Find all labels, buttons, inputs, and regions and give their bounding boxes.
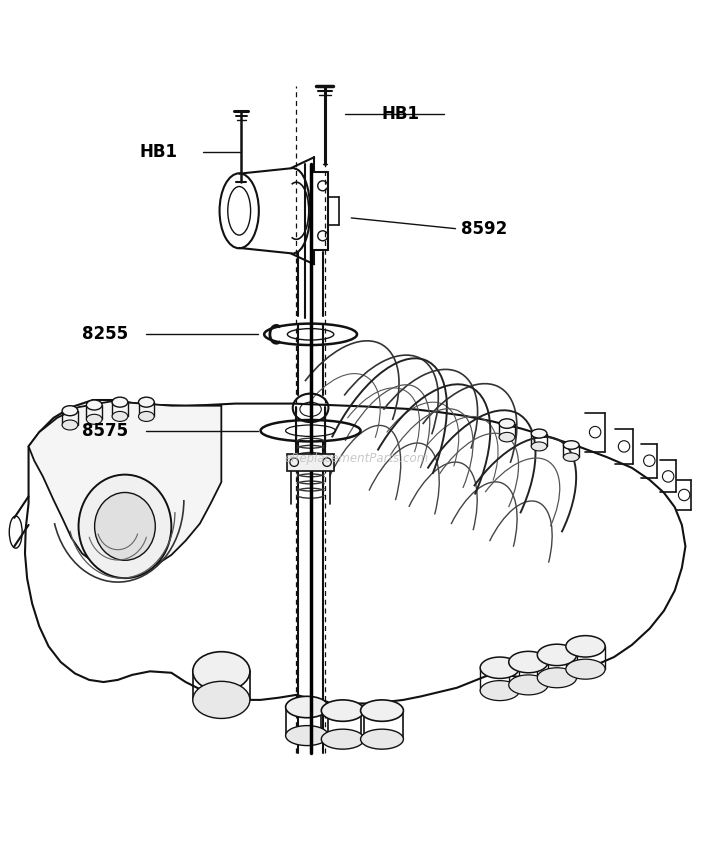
Text: 8255: 8255 [82,326,129,343]
Ellipse shape [193,682,250,718]
Ellipse shape [538,644,577,666]
Ellipse shape [538,668,577,688]
Ellipse shape [79,474,171,578]
Text: 8592: 8592 [461,219,507,238]
Ellipse shape [193,652,250,691]
Ellipse shape [112,411,128,422]
Ellipse shape [531,429,547,438]
Ellipse shape [139,397,154,407]
Ellipse shape [480,681,519,700]
Ellipse shape [508,675,548,695]
Ellipse shape [531,442,547,450]
Ellipse shape [499,419,515,428]
Ellipse shape [499,433,515,442]
Polygon shape [287,454,334,472]
Ellipse shape [62,420,78,430]
Ellipse shape [480,657,519,678]
Ellipse shape [112,397,128,407]
Ellipse shape [139,411,154,422]
Ellipse shape [94,492,155,560]
Ellipse shape [86,400,102,410]
Text: eReplacementParts.com: eReplacementParts.com [285,452,429,465]
Ellipse shape [361,700,403,722]
Ellipse shape [321,700,364,722]
Text: HB1: HB1 [382,105,420,123]
Ellipse shape [86,414,102,424]
Ellipse shape [361,729,403,749]
Ellipse shape [286,696,328,717]
Polygon shape [29,401,221,574]
Ellipse shape [62,405,78,416]
Ellipse shape [563,441,579,450]
Polygon shape [25,400,685,704]
Ellipse shape [566,660,605,679]
Ellipse shape [566,636,605,657]
Text: HB1: HB1 [139,143,177,161]
Ellipse shape [508,651,548,672]
Ellipse shape [321,729,364,749]
Ellipse shape [563,453,579,462]
Text: 8575: 8575 [82,422,129,439]
Ellipse shape [286,726,328,745]
